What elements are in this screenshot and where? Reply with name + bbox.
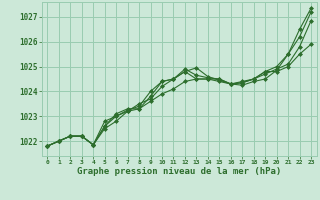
X-axis label: Graphe pression niveau de la mer (hPa): Graphe pression niveau de la mer (hPa) <box>77 167 281 176</box>
